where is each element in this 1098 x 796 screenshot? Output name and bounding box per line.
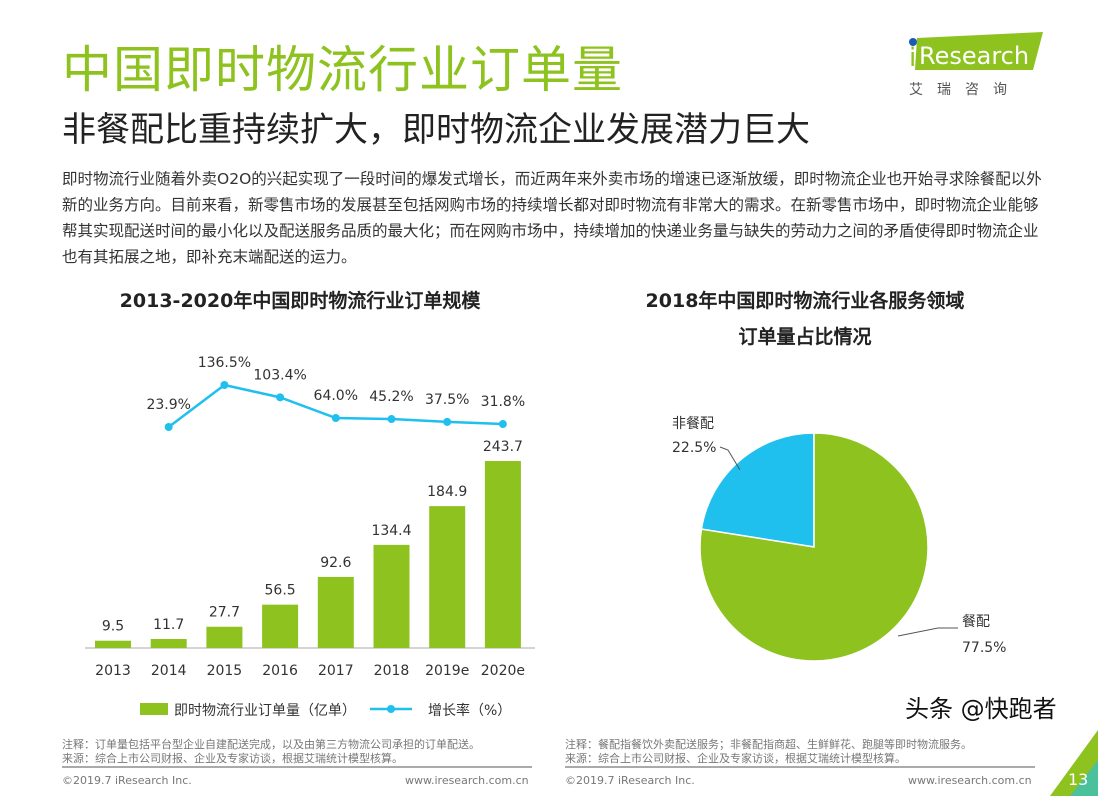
- watermark: 头条 @快跑者: [905, 695, 1057, 723]
- x-tick-label: 2015: [207, 663, 243, 679]
- x-tick-label: 2014: [151, 663, 187, 679]
- note-left: 注释：订单量包括平台型企业自建配送完成，以及由第三方物流公司承担的订单配送。: [62, 738, 480, 751]
- pie-leader-line: [719, 446, 741, 471]
- divider-right: [565, 766, 1035, 768]
- copyright-right: ©2019.7 iResearch Inc.: [565, 774, 695, 787]
- url-right: www.iresearch.com.cn: [908, 774, 1032, 787]
- corner-decoration: [1050, 730, 1098, 796]
- x-tick-label: 2018: [374, 663, 410, 679]
- divider-left: [62, 766, 532, 768]
- legend-bar-swatch: [140, 703, 168, 715]
- bar: [150, 639, 187, 648]
- bar-chart-title: 2013-2020年中国即时物流行业订单规模: [119, 290, 481, 312]
- source-right: 来源：综合上市公司财报、企业及专家访谈，根据艾瑞统计模型核算。: [565, 752, 906, 765]
- bar-value-label: 92.6: [320, 555, 351, 571]
- svg-text:艾瑞咨询: 艾瑞咨询: [909, 82, 1021, 98]
- pie-label-value: 77.5%: [962, 640, 1006, 656]
- iresearch-logo: Research i 艾瑞咨询: [909, 32, 1043, 98]
- bar: [206, 626, 243, 648]
- growth-point: [276, 393, 285, 402]
- svg-text:Research: Research: [919, 42, 1029, 70]
- page-number: 13: [1068, 770, 1089, 789]
- bar: [373, 544, 410, 648]
- pie-slice-food: [699, 432, 929, 662]
- x-tick-label: 2017: [318, 663, 354, 679]
- growth-point: [220, 381, 229, 389]
- legend-bar-label: 即时物流行业订单量（亿单）: [174, 703, 356, 719]
- svg-text:i: i: [909, 43, 916, 73]
- growth-point: [164, 423, 173, 431]
- page-title: 中国即时物流行业订单量: [62, 41, 623, 99]
- growth-point: [331, 414, 340, 423]
- pie-chart-title: 2018年中国即时物流行业各服务领域: [645, 290, 965, 312]
- pie-label-value: 22.5%: [672, 440, 716, 456]
- growth-label: 136.5%: [198, 355, 251, 371]
- x-tick-label: 2020e: [481, 663, 525, 679]
- bar-value-label: 11.7: [153, 617, 184, 633]
- bar: [429, 506, 466, 648]
- bar: [95, 640, 131, 648]
- url-left: www.iresearch.com.cn: [405, 774, 529, 787]
- growth-point: [443, 417, 452, 426]
- legend-line-label: 增长率（%）: [428, 702, 511, 719]
- note-right: 注释：餐配指餐饮外卖配送服务；非餐配指商超、生鲜鲜花、跑腿等即时物流服务。: [565, 738, 972, 751]
- growth-label: 64.0%: [314, 388, 358, 404]
- growth-label: 45.2%: [369, 389, 413, 405]
- bar-value-label: 9.5: [102, 619, 124, 635]
- bar-value-label: 27.7: [209, 605, 240, 621]
- bar: [484, 461, 521, 648]
- bar-value-label: 134.4: [371, 523, 411, 539]
- pie-chart: 非餐配 22.5% 餐配 77.5%: [672, 416, 1006, 662]
- x-tick-label: 2019e: [425, 663, 469, 679]
- growth-point: [498, 420, 507, 429]
- pie-leader-line: [897, 627, 958, 637]
- growth-point: [387, 415, 396, 424]
- growth-label: 37.5%: [425, 392, 469, 408]
- bar-value-label: 56.5: [265, 583, 296, 599]
- pie-label-name: 非餐配: [672, 416, 714, 432]
- x-tick-label: 2013: [95, 663, 131, 679]
- bar-value-label: 184.9: [427, 484, 467, 500]
- growth-label: 31.8%: [481, 394, 525, 410]
- growth-label: 103.4%: [253, 367, 306, 383]
- bar-line-chart: 9.5 2013 11.7 2014 27.7 2015 56.5 2016 92.6 2017 1…: [85, 355, 535, 719]
- pie-chart-title-line2: 订单量占比情况: [738, 326, 872, 348]
- legend-line-marker: [387, 705, 395, 713]
- bar-value-label: 243.7: [483, 439, 523, 455]
- pie-slice-non-food: [700, 432, 815, 548]
- pie-label-name: 餐配: [962, 614, 990, 630]
- source-left: 来源：综合上市公司财报、企业及专家访谈，根据艾瑞统计模型核算。: [62, 752, 403, 765]
- page-subtitle: 非餐配比重持续扩大，即时物流企业发展潜力巨大: [62, 110, 810, 150]
- intro-text: 即时物流行业随着外卖O2O的兴起实现了一段时间的爆发式增长，而近两年来外卖市场的…: [62, 170, 1042, 266]
- x-tick-label: 2016: [262, 663, 298, 679]
- growth-label: 23.9%: [146, 397, 190, 413]
- bar: [317, 576, 354, 648]
- bar: [262, 604, 299, 648]
- copyright-left: ©2019.7 iResearch Inc.: [62, 774, 192, 787]
